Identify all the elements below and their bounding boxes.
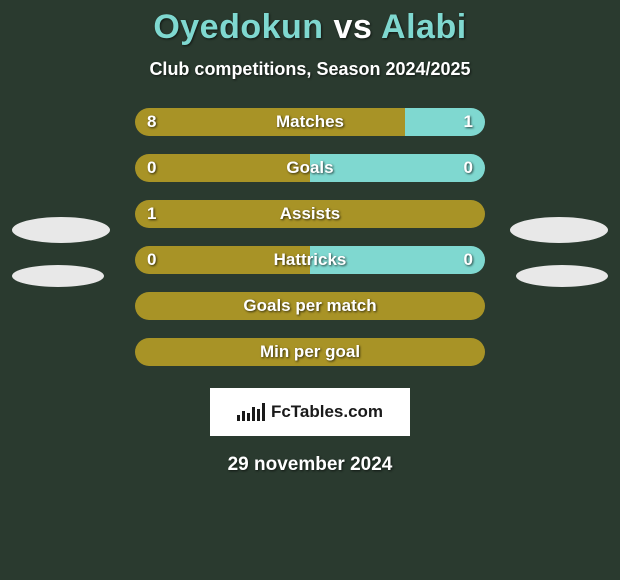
title-player2: Alabi — [381, 8, 467, 46]
stat-value-right: 0 — [464, 158, 473, 178]
stat-bar-right — [310, 154, 485, 182]
stat-bar-left — [135, 154, 310, 182]
stat-value-left: 0 — [147, 158, 156, 178]
date-label: 29 november 2024 — [228, 454, 393, 476]
player1-avatar — [12, 265, 104, 287]
stat-bar-left — [135, 108, 405, 136]
stat-value-right: 1 — [464, 112, 473, 132]
chart-icon — [237, 403, 265, 421]
stat-row: Goals per match — [0, 292, 620, 320]
stat-value-left: 8 — [147, 112, 156, 132]
title-player1: Oyedokun — [153, 8, 323, 46]
player1-avatar — [12, 217, 110, 243]
subtitle: Club competitions, Season 2024/2025 — [149, 59, 470, 80]
stat-value-left: 1 — [147, 204, 156, 224]
stat-bar-left — [135, 292, 485, 320]
player2-avatar — [516, 265, 608, 287]
stat-bar: 81Matches — [135, 108, 485, 136]
stat-bar: 00Hattricks — [135, 246, 485, 274]
stat-bar-left — [135, 246, 310, 274]
stat-value-right: 0 — [464, 250, 473, 270]
stat-bar-left — [135, 338, 485, 366]
stat-row: 00Goals — [0, 154, 620, 182]
stat-bar-left — [135, 200, 485, 228]
stat-row: 81Matches — [0, 108, 620, 136]
stat-bar: 00Goals — [135, 154, 485, 182]
player2-avatar — [510, 217, 608, 243]
title-vs: vs — [334, 8, 373, 46]
stat-bar: 1Assists — [135, 200, 485, 228]
page-title: Oyedokun vs Alabi — [153, 8, 466, 47]
content: Oyedokun vs Alabi Club competitions, Sea… — [0, 0, 620, 580]
fctables-logo: FcTables.com — [210, 388, 410, 436]
logo-text: FcTables.com — [271, 402, 383, 422]
stat-bar: Goals per match — [135, 292, 485, 320]
stat-row: Min per goal — [0, 338, 620, 366]
stat-bar-right — [310, 246, 485, 274]
stat-bar: Min per goal — [135, 338, 485, 366]
stat-value-left: 0 — [147, 250, 156, 270]
